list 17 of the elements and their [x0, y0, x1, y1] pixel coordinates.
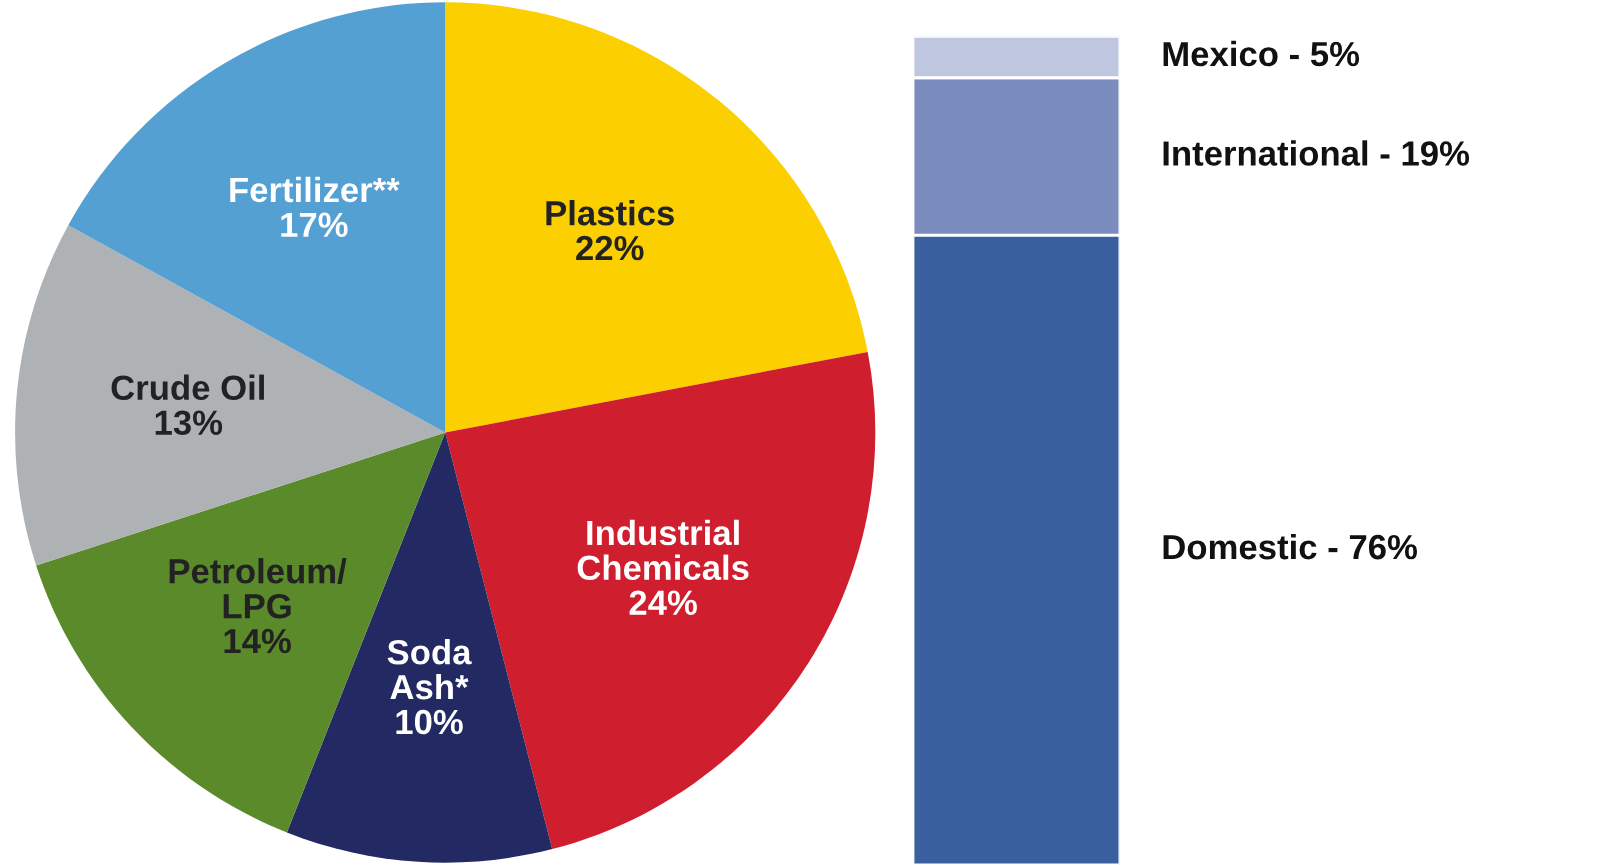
slice-label: Fertilizer**	[230, 176, 400, 203]
data-label: 14%	[224, 628, 291, 654]
data-label: 17%	[281, 212, 348, 238]
pie-slice	[445, 2, 868, 433]
slice-label: Petroleum/ LPG	[169, 558, 347, 619]
data-label: 22%	[576, 235, 644, 261]
data-label: 13%	[155, 410, 223, 436]
series-label: Domestic - 76%	[1163, 533, 1417, 560]
slice-label: Plastics	[546, 200, 674, 226]
series-label: International - 19%	[1163, 140, 1470, 166]
series-label: Mexico - 5%	[1163, 40, 1360, 67]
slice-label: Soda Ash*	[387, 639, 472, 700]
slice-label: Industrial Chemicals	[577, 519, 749, 581]
slice-label: Crude Oil	[111, 374, 264, 401]
data-label: 24%	[629, 590, 697, 615]
pie-slice	[68, 2, 446, 433]
data-label: 10%	[396, 709, 463, 735]
